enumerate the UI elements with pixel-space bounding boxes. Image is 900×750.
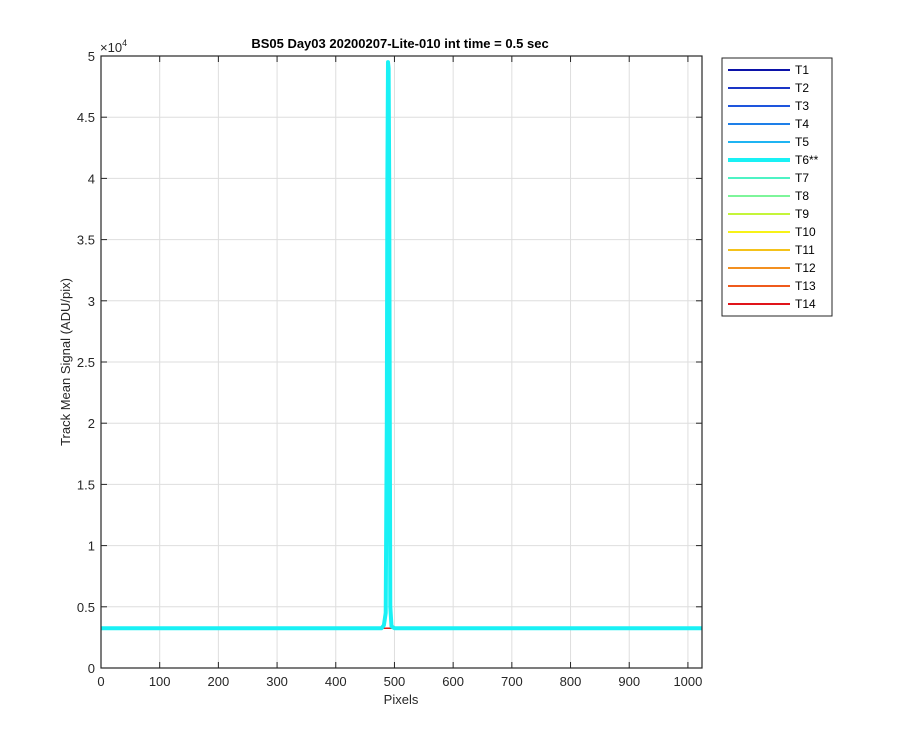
plot-series: [101, 60, 702, 631]
x-tick-label: 800: [560, 674, 582, 689]
legend-label: T13: [795, 279, 816, 293]
x-tick-label: 400: [325, 674, 347, 689]
y-tick-labels: 0 0.5 1 1.5 2 2.5 3 3.5 4 4.5 5: [77, 49, 95, 676]
chart-title: BS05 Day03 20200207-Lite-010 int time = …: [251, 36, 548, 51]
x-axis-label: Pixels: [384, 692, 419, 707]
series-line-t6: [101, 60, 702, 631]
y-tick-label: 4: [88, 171, 95, 186]
y-tick-label: 1.5: [77, 477, 95, 492]
x-tick-label: 300: [266, 674, 288, 689]
y-tick-label: 0.5: [77, 600, 95, 615]
x-tick-label: 900: [618, 674, 640, 689]
x-tick-label: 0: [97, 674, 104, 689]
legend: T1 T2 T3 T4 T5 T6** T7 T8 T9 T10 T11 T12 T13 T14: [721, 57, 833, 317]
legend-label: T11: [795, 243, 815, 257]
legend-label: T8: [795, 189, 809, 203]
x-tick-label: 700: [501, 674, 523, 689]
y-tick-label: 1: [88, 539, 95, 554]
y-tick-label: 4.5: [77, 110, 95, 125]
legend-label: T12: [795, 261, 816, 275]
legend-label: T4: [795, 117, 809, 131]
legend-label: T2: [795, 81, 809, 95]
y-tick-label: 2.5: [77, 355, 95, 370]
x-tick-label: 100: [149, 674, 171, 689]
y-tick-label: 3.5: [77, 233, 95, 248]
legend-label: T1: [795, 63, 809, 77]
y-exponent-label: ×104: [100, 38, 127, 55]
x-tick-label: 600: [442, 674, 464, 689]
x-tick-label: 500: [384, 674, 406, 689]
legend-label: T9: [795, 207, 809, 221]
legend-label: T14: [795, 297, 816, 311]
grid-lines: [100, 55, 702, 669]
y-axis-label: Track Mean Signal (ADU/pix): [58, 278, 73, 446]
y-tick-label: 3: [88, 294, 95, 309]
legend-label: T3: [795, 99, 809, 113]
y-tick-label: 5: [88, 49, 95, 64]
y-tick-label: 0: [88, 661, 95, 676]
legend-items: T1 T2 T3 T4 T5 T6** T7 T8 T9 T10 T11 T12 T13 T14: [728, 63, 819, 311]
x-tick-label: 1000: [673, 674, 702, 689]
legend-label: T7: [795, 171, 809, 185]
legend-label: T5: [795, 135, 809, 149]
tick-marks: [100, 55, 702, 669]
legend-label: T10: [795, 225, 816, 239]
x-tick-label: 200: [208, 674, 230, 689]
x-tick-labels: 0 100 200 300 400 500 600 700 800 900 1000: [97, 674, 702, 689]
legend-label: T6**: [795, 153, 819, 167]
y-tick-label: 2: [88, 416, 95, 431]
legend-box: [721, 57, 833, 317]
